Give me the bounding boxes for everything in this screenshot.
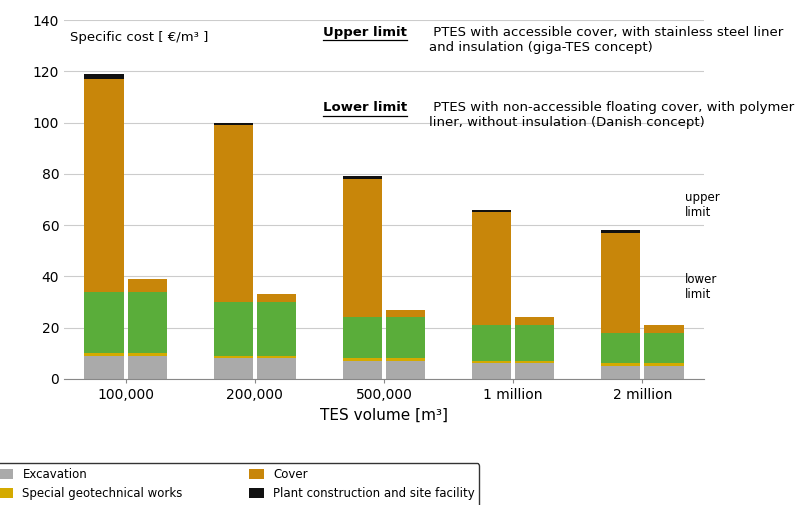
Bar — [85, 74, 124, 79]
Bar — [128, 279, 167, 292]
Bar — [257, 302, 296, 356]
Bar — [342, 179, 382, 317]
Bar — [257, 294, 296, 302]
Bar — [214, 358, 253, 379]
Bar — [472, 361, 511, 364]
Bar — [214, 123, 253, 125]
Bar — [128, 356, 167, 379]
Bar — [85, 79, 124, 292]
Legend: Excavation, Special geotechnical works, Wall and Bottom (insulation + liner), Co: Excavation, Special geotechnical works, … — [0, 463, 479, 505]
Bar — [342, 176, 382, 179]
Bar — [214, 356, 253, 358]
Bar — [342, 361, 382, 379]
Text: Specific cost [ €/m³ ]: Specific cost [ €/m³ ] — [70, 31, 209, 44]
Bar — [342, 317, 382, 358]
Text: lower
limit: lower limit — [685, 273, 718, 300]
Bar — [472, 210, 511, 212]
Bar — [342, 358, 382, 361]
Bar — [85, 292, 124, 353]
X-axis label: TES volume [m³]: TES volume [m³] — [320, 408, 448, 422]
Bar — [214, 302, 253, 356]
Text: PTES with accessible cover, with stainless steel liner
and insulation (giga-TES : PTES with accessible cover, with stainle… — [429, 26, 783, 54]
Bar — [601, 230, 640, 233]
Bar — [644, 325, 683, 333]
Bar — [472, 325, 511, 361]
Bar — [128, 292, 167, 353]
Bar — [644, 366, 683, 379]
Bar — [386, 310, 426, 317]
Text: Lower limit: Lower limit — [323, 101, 407, 114]
Bar — [515, 361, 554, 364]
Text: PTES with non-accessible floating cover, with polymer
liner, without insulation : PTES with non-accessible floating cover,… — [429, 101, 794, 129]
Bar — [214, 125, 253, 302]
Bar — [386, 358, 426, 361]
Bar — [515, 325, 554, 361]
Bar — [128, 353, 167, 356]
Bar — [601, 364, 640, 366]
Bar — [644, 364, 683, 366]
Bar — [601, 333, 640, 364]
Bar — [386, 361, 426, 379]
Bar — [472, 212, 511, 325]
Bar — [515, 364, 554, 379]
Bar — [644, 333, 683, 364]
Bar — [601, 233, 640, 333]
Bar — [472, 364, 511, 379]
Bar — [257, 358, 296, 379]
Bar — [85, 353, 124, 356]
Bar — [85, 356, 124, 379]
Bar — [386, 317, 426, 358]
Bar — [515, 317, 554, 325]
Bar — [257, 356, 296, 358]
Text: Upper limit: Upper limit — [323, 26, 407, 38]
Bar — [601, 366, 640, 379]
Text: upper
limit: upper limit — [685, 190, 720, 219]
